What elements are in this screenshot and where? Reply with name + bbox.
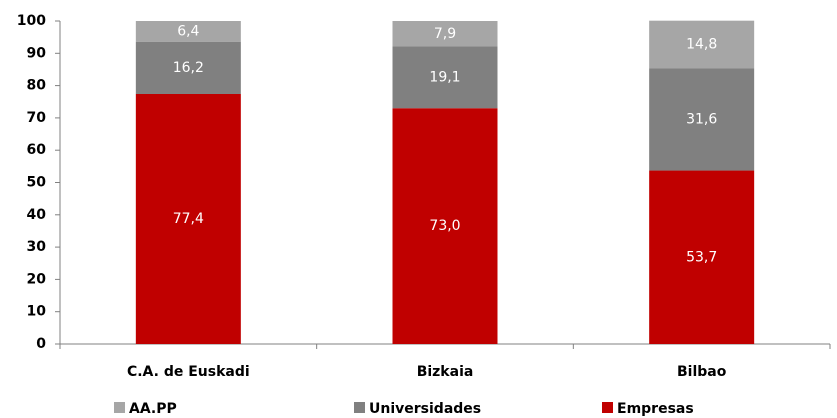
legend-label: Empresas xyxy=(617,401,694,417)
y-tick-label: 50 xyxy=(27,175,47,191)
legend-swatch xyxy=(602,402,613,413)
bar-segment xyxy=(392,108,498,345)
data-label: 73,0 xyxy=(429,218,460,234)
bar-segment xyxy=(392,21,498,47)
legend-label: Universidades xyxy=(369,401,481,417)
data-label: 19,1 xyxy=(429,69,460,85)
bar-segment xyxy=(135,41,241,94)
y-tick-label: 20 xyxy=(27,271,47,287)
data-label: 77,4 xyxy=(173,211,204,227)
bar-segment xyxy=(135,93,241,344)
y-tick-label: 100 xyxy=(17,13,46,29)
legend-label: AA.PP xyxy=(129,401,177,417)
x-tick-label: Bilbao xyxy=(677,364,727,380)
data-label: 7,9 xyxy=(434,26,456,42)
x-tick-label: C.A. de Euskadi xyxy=(127,364,250,380)
bar-segment xyxy=(649,20,755,69)
y-tick-label: 90 xyxy=(27,45,47,61)
bar-segment xyxy=(135,21,241,42)
y-tick-label: 40 xyxy=(27,207,47,223)
data-label: 6,4 xyxy=(177,23,199,39)
y-tick-label: 60 xyxy=(27,142,47,158)
y-tick-label: 30 xyxy=(27,239,47,255)
data-label: 16,2 xyxy=(173,60,204,76)
y-tick-label: 70 xyxy=(27,110,47,126)
data-label: 14,8 xyxy=(686,37,717,53)
y-tick-label: 10 xyxy=(27,304,47,320)
data-label: 31,6 xyxy=(686,112,717,128)
y-tick-label: 80 xyxy=(27,78,47,94)
bar-segment xyxy=(392,46,498,109)
bar-segment xyxy=(649,170,755,344)
y-tick-label: 0 xyxy=(36,336,46,352)
x-tick-label: Bizkaia xyxy=(417,364,474,380)
legend-swatch xyxy=(354,402,365,413)
bar-segment xyxy=(649,68,755,171)
legend-swatch xyxy=(114,402,125,413)
data-label: 53,7 xyxy=(686,249,717,265)
